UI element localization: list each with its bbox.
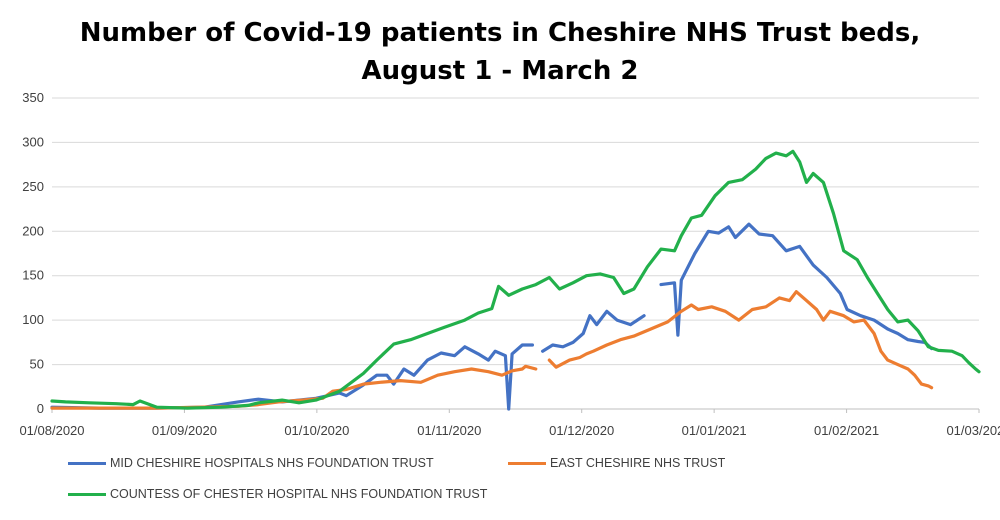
- series-line-mid-cheshire: [50, 222, 934, 411]
- x-tick-label: 01/02/2021: [814, 423, 879, 438]
- y-tick-label: 150: [22, 268, 44, 283]
- x-tick-label: 01/03/2021: [946, 423, 1000, 438]
- y-tick-label: 200: [22, 223, 44, 238]
- x-tick-label: 01/12/2020: [549, 423, 614, 438]
- y-tick-label: 300: [22, 134, 44, 149]
- x-tick-label: 01/08/2020: [19, 423, 84, 438]
- chart-title: Number of Covid-19 patients in Cheshire …: [0, 14, 1000, 90]
- x-tick-label: 01/11/2020: [417, 423, 481, 438]
- x-tick-label: 01/10/2020: [284, 423, 349, 438]
- x-tick-label: 01/01/2021: [682, 423, 747, 438]
- chart-title-line2: August 1 - March 2: [361, 56, 639, 86]
- x-tick-label: 01/09/2020: [152, 423, 217, 438]
- series-line-countess-of-chester: [50, 149, 981, 410]
- y-tick-label: 50: [30, 357, 44, 372]
- y-tick-label: 100: [22, 312, 44, 327]
- chart-title-line1: Number of Covid-19 patients in Cheshire …: [79, 18, 921, 48]
- y-tick-label: 0: [37, 401, 44, 416]
- y-tick-label: 350: [22, 90, 44, 105]
- y-tick-label: 250: [22, 179, 44, 194]
